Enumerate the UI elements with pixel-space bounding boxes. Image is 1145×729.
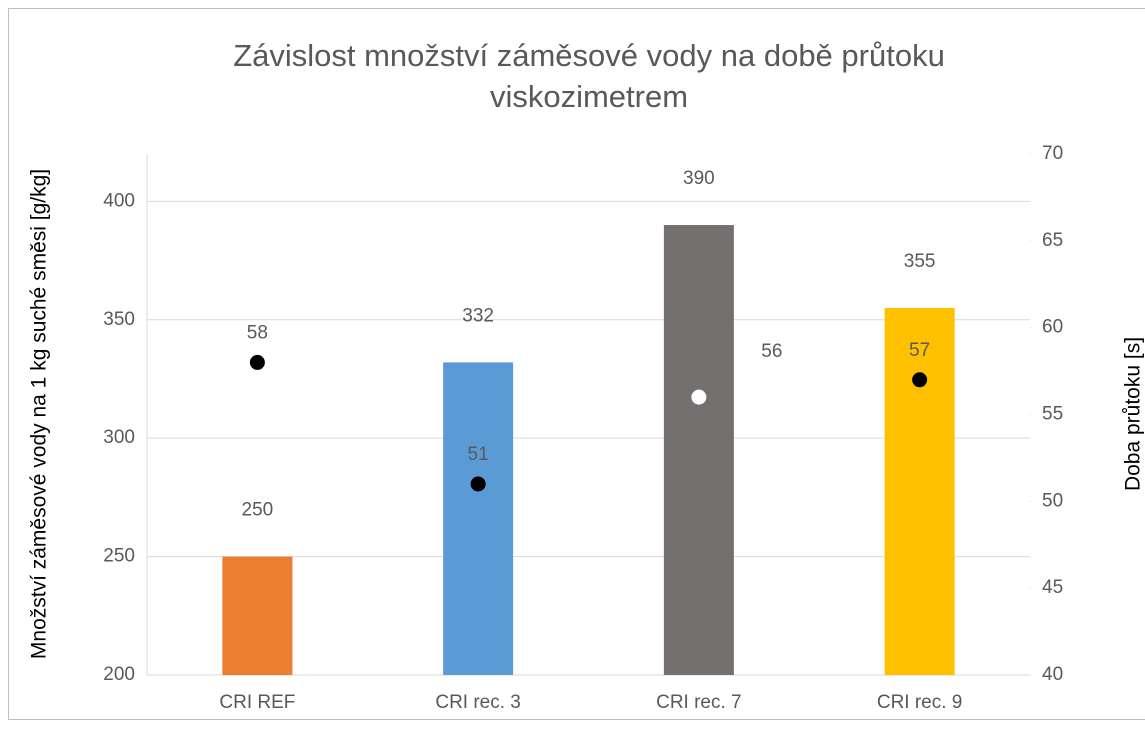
- y-tick-label: 200: [103, 664, 135, 685]
- chart-title: Závislost množství záměsové vody na době…: [233, 38, 945, 73]
- data-label: 332: [462, 305, 494, 326]
- bar: [884, 307, 955, 675]
- y-tick-label: 250: [103, 546, 135, 567]
- x-tick-label: CRI rec. 3: [435, 692, 521, 713]
- data-label: 355: [904, 251, 936, 272]
- chart-border: [8, 8, 1145, 720]
- y2-tick-label: 45: [1042, 577, 1063, 598]
- point: [249, 354, 265, 370]
- data-label: 56: [761, 341, 782, 362]
- bar: [222, 556, 293, 675]
- y-tick-label: 400: [103, 190, 135, 211]
- data-label: 51: [468, 444, 489, 465]
- data-label: 58: [247, 322, 268, 343]
- y2-tick-label: 40: [1042, 664, 1063, 685]
- x-tick-label: CRI rec. 9: [877, 692, 963, 713]
- y2-tick-label: 55: [1042, 404, 1063, 425]
- y2-tick-label: 70: [1042, 143, 1063, 164]
- y2-tick-label: 60: [1042, 317, 1063, 338]
- bar: [443, 362, 514, 675]
- x-tick-label: CRI REF: [219, 692, 295, 713]
- point: [470, 476, 486, 492]
- y-tick-label: 300: [103, 427, 135, 448]
- y-tick-label: 350: [103, 309, 135, 330]
- bar: [663, 225, 734, 675]
- y-axis-label: Množství záměsové vody na 1 kg suché smě…: [28, 169, 51, 659]
- point: [912, 372, 928, 388]
- point: [691, 389, 707, 405]
- y2-tick-label: 65: [1042, 230, 1063, 251]
- chart-title: viskozimetrem: [490, 79, 688, 114]
- data-label: 250: [242, 500, 274, 521]
- x-tick-label: CRI rec. 7: [656, 692, 742, 713]
- y2-axis-label: Doba průtoku [s]: [1122, 337, 1145, 491]
- y2-tick-label: 50: [1042, 490, 1063, 511]
- data-label: 390: [683, 168, 715, 189]
- data-label: 57: [909, 340, 930, 361]
